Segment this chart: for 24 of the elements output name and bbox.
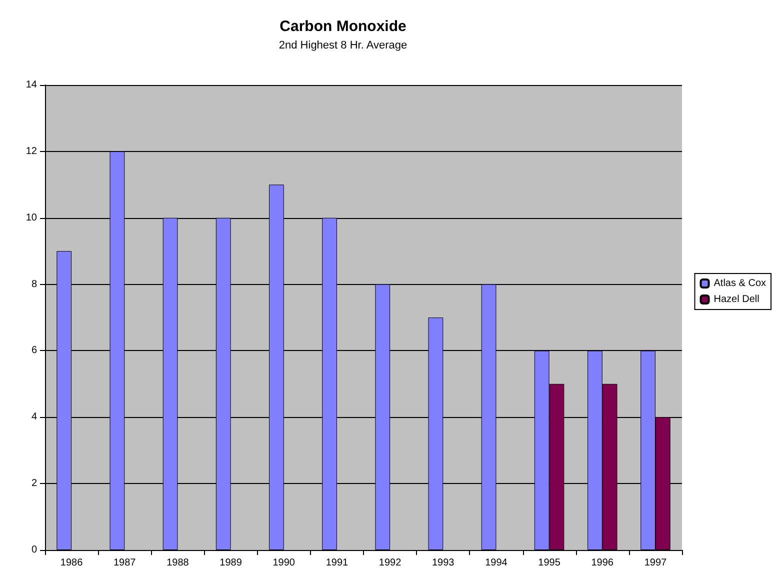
x-tick-label: 1987 xyxy=(114,558,136,568)
x-tick-label: 1986 xyxy=(60,558,84,568)
legend-label: Hazel Dell xyxy=(714,294,760,305)
y-tick-label: 12 xyxy=(26,146,38,157)
x-tick-label: 1994 xyxy=(485,558,508,568)
y-tick-label: 8 xyxy=(31,278,38,290)
x-tick-label: 1993 xyxy=(432,558,455,568)
chart-title: Carbon Monoxide xyxy=(280,18,406,35)
x-tick-label: 1989 xyxy=(220,558,242,568)
x-tick-label: 1997 xyxy=(644,558,668,568)
x-tick-label: 1995 xyxy=(538,558,561,568)
y-tick-label: 14 xyxy=(26,80,38,90)
y-tick-label: 4 xyxy=(31,412,38,423)
y-tick-label: 0 xyxy=(31,544,38,556)
y-tick-label: 2 xyxy=(31,478,38,490)
chart-subtitle: 2nd Highest 8 Hr. Average xyxy=(278,40,408,52)
x-tick-label: 1992 xyxy=(378,558,402,568)
y-tick-label: 6 xyxy=(31,345,38,356)
x-tick-label: 1990 xyxy=(272,558,296,568)
x-tick-label: 1988 xyxy=(166,558,190,568)
y-tick-label: 10 xyxy=(26,212,38,224)
x-tick-label: 1996 xyxy=(591,558,614,568)
x-tick-label: 1991 xyxy=(326,558,349,568)
legend-label: Atlas & Cox xyxy=(714,278,766,289)
